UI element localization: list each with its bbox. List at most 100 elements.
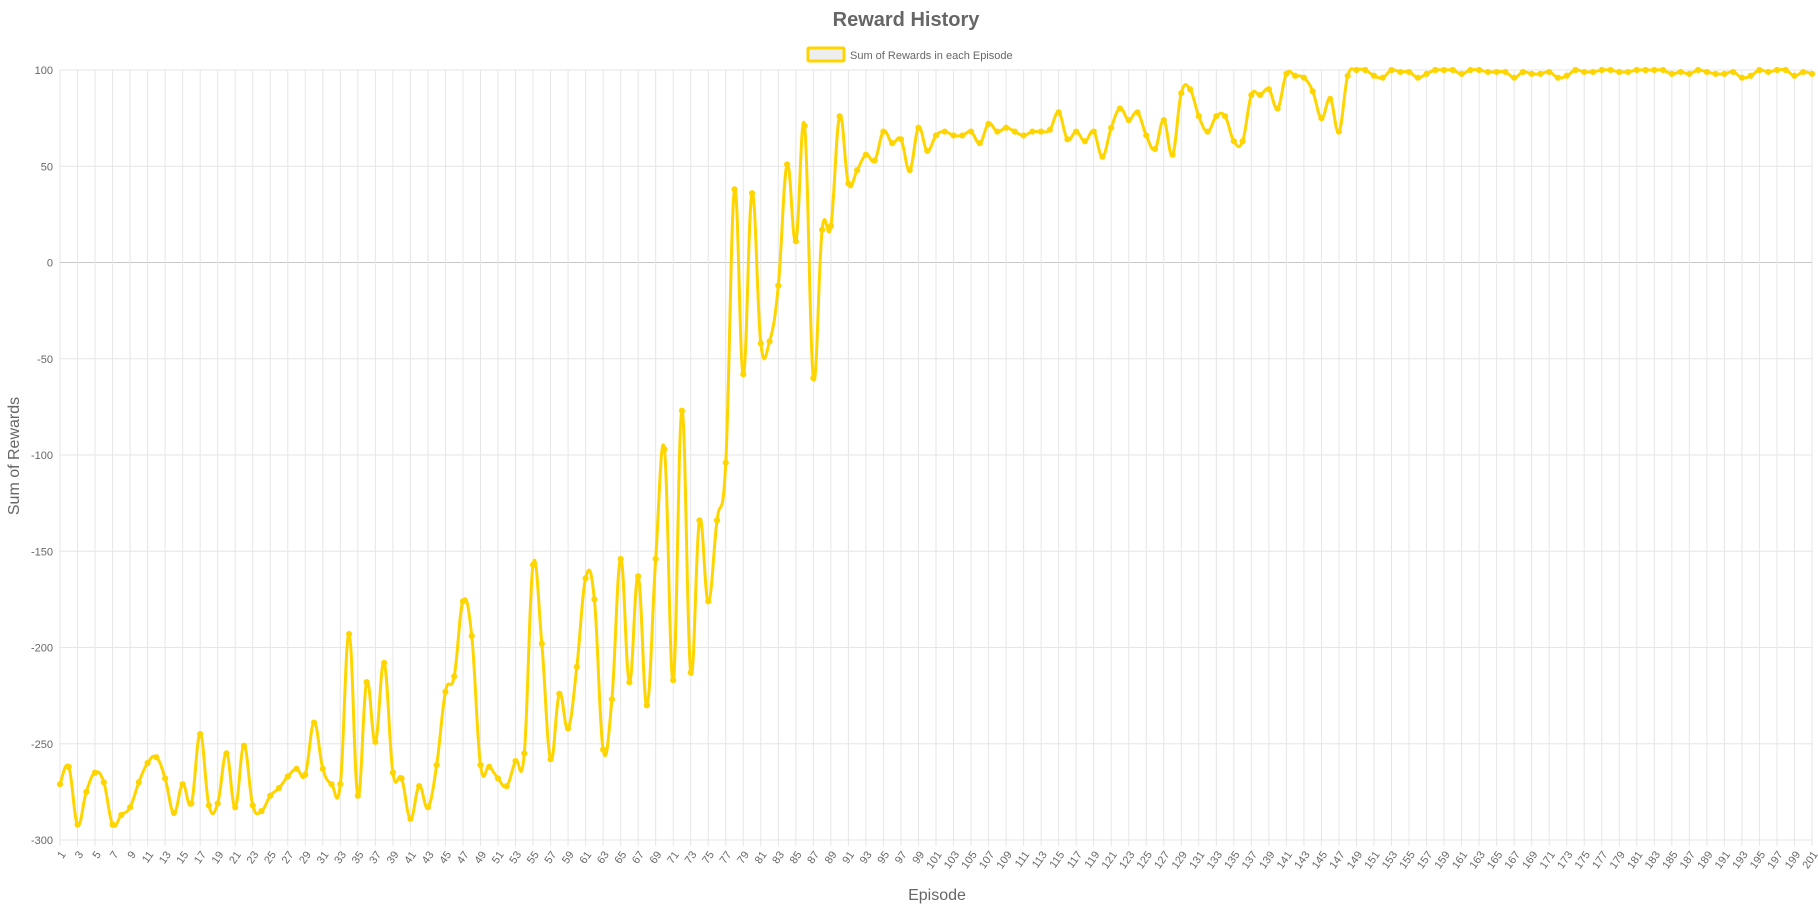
data-point [56, 781, 64, 788]
data-point [205, 802, 213, 809]
data-point [1800, 68, 1807, 76]
x-tick-label: 111 [1013, 849, 1032, 870]
x-tick-label: 3 [73, 849, 86, 861]
data-point [1248, 91, 1255, 99]
data-point [1686, 70, 1693, 77]
data-point [705, 598, 712, 605]
data-point [1265, 86, 1272, 93]
x-tick-label: 55 [525, 849, 542, 866]
data-point [1292, 72, 1299, 79]
x-tick-label: 125 [1135, 849, 1155, 871]
data-point [1563, 72, 1570, 79]
data-point [1519, 68, 1527, 76]
x-tick-label: 95 [875, 849, 892, 866]
x-tick-label: 29 [297, 849, 314, 866]
data-point [1476, 66, 1483, 74]
data-point [564, 725, 572, 732]
data-point [109, 821, 116, 828]
x-tick-label: 71 [665, 849, 682, 866]
data-point [1642, 66, 1649, 74]
data-point [932, 132, 940, 139]
x-tick-label: 91 [840, 849, 857, 866]
data-point [1134, 109, 1141, 116]
data-point [1572, 66, 1579, 74]
data-point [214, 800, 221, 807]
data-point [1537, 70, 1544, 77]
data-point [232, 804, 239, 811]
data-point [871, 157, 878, 164]
legend[interactable]: Sum of Rewards in each Episode [806, 46, 1013, 63]
data-point [240, 742, 248, 749]
data-point [1502, 68, 1509, 76]
data-point [372, 738, 379, 745]
y-tick-label: -200 [31, 643, 53, 655]
data-point [1038, 128, 1045, 135]
data-point [135, 779, 142, 786]
x-axis-label: Episode [908, 887, 966, 904]
x-tick-label: 1 [55, 849, 68, 861]
data-point [1099, 153, 1106, 160]
data-point [398, 775, 405, 782]
x-tick-label: 163 [1468, 849, 1488, 871]
x-tick-label: 179 [1608, 849, 1628, 871]
y-axis-ticks: 100 50 0 -50 -100 -150 -200 -250 -300 [31, 65, 53, 847]
data-point [416, 783, 423, 790]
data-point [1230, 138, 1237, 145]
x-tick-label: 191 [1713, 849, 1733, 871]
x-tick-label: 51 [490, 849, 507, 866]
data-point [258, 808, 265, 815]
data-point [249, 802, 256, 809]
x-tick-label: 7 [108, 849, 121, 861]
x-tick-label: 113 [1030, 849, 1050, 870]
data-point [573, 663, 580, 670]
x-tick-label: 157 [1415, 849, 1435, 871]
data-point [801, 122, 808, 129]
data-point [880, 128, 887, 135]
x-tick-label: 181 [1625, 849, 1645, 871]
data-point [1765, 68, 1772, 76]
data-point [118, 811, 125, 819]
data-point [1730, 68, 1737, 76]
data-point [328, 781, 335, 788]
x-tick-label: 131 [1187, 849, 1207, 871]
data-point [1581, 68, 1588, 76]
data-point [1143, 132, 1150, 139]
data-point [713, 517, 721, 524]
x-tick-label: 67 [630, 849, 647, 866]
data-point [1449, 66, 1456, 74]
x-tick-label: 87 [805, 849, 822, 866]
data-point [1747, 72, 1754, 79]
data-point [1073, 128, 1080, 135]
x-tick-label: 53 [507, 849, 524, 866]
x-tick-label: 35 [350, 849, 367, 866]
data-point [600, 746, 607, 753]
data-point [1458, 70, 1465, 77]
data-point [678, 407, 686, 414]
data-point [354, 792, 361, 799]
data-point [1651, 66, 1658, 74]
data-point [1773, 66, 1781, 74]
data-point [1213, 113, 1220, 120]
x-tick-label: 39 [385, 849, 402, 866]
x-tick-label: 77 [718, 849, 735, 866]
data-point [1029, 128, 1036, 135]
data-point [722, 459, 729, 466]
data-point [293, 765, 300, 772]
data-point [836, 113, 843, 120]
data-point [91, 769, 99, 776]
data-point [1712, 70, 1719, 77]
data-point [1178, 90, 1185, 97]
data-point [1186, 86, 1194, 93]
x-tick-label: 115 [1048, 849, 1068, 870]
data-point [757, 340, 764, 347]
data-point [591, 596, 598, 603]
x-tick-label: 197 [1765, 849, 1785, 871]
x-tick-label: 15 [175, 849, 192, 866]
data-point [197, 731, 204, 738]
x-tick-label: 75 [700, 849, 717, 866]
data-point [1160, 116, 1167, 124]
data-point [897, 136, 905, 143]
data-point [451, 673, 458, 680]
y-tick-label: 50 [41, 161, 53, 173]
x-tick-label: 63 [595, 849, 612, 866]
